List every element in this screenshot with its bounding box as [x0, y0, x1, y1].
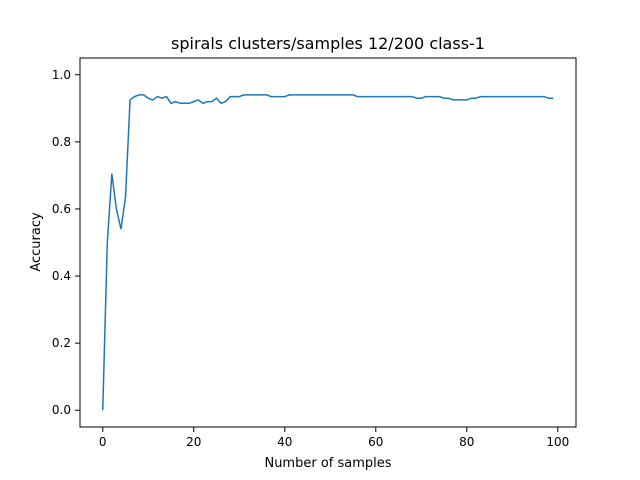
plot-area — [79, 57, 577, 428]
y-tick-label: 0.6 — [52, 202, 71, 216]
y-tick-label: 0.2 — [52, 336, 71, 350]
chart-title: spirals clusters/samples 12/200 class-1 — [171, 34, 485, 53]
y-tick-label: 0.0 — [52, 403, 71, 417]
x-tick-label: 100 — [546, 435, 569, 449]
x-tick-label: 20 — [186, 435, 201, 449]
y-axis-label: Accuracy — [29, 212, 44, 272]
y-axis: 0.0 0.2 0.4 0.6 0.8 1.0 — [52, 68, 80, 417]
x-axis-label: Number of samples — [264, 456, 391, 471]
y-tick-label: 1.0 — [52, 68, 71, 82]
accuracy-series-line — [102, 94, 554, 411]
x-axis: 0 20 40 60 80 100 — [99, 427, 569, 449]
y-tick-label: 0.8 — [52, 135, 71, 149]
y-tick-label: 0.4 — [52, 269, 71, 283]
x-tick-label: 60 — [368, 435, 383, 449]
x-tick-label: 80 — [459, 435, 474, 449]
plot-frame — [79, 57, 577, 428]
x-tick-label: 40 — [277, 435, 292, 449]
x-tick-label: 0 — [99, 435, 107, 449]
